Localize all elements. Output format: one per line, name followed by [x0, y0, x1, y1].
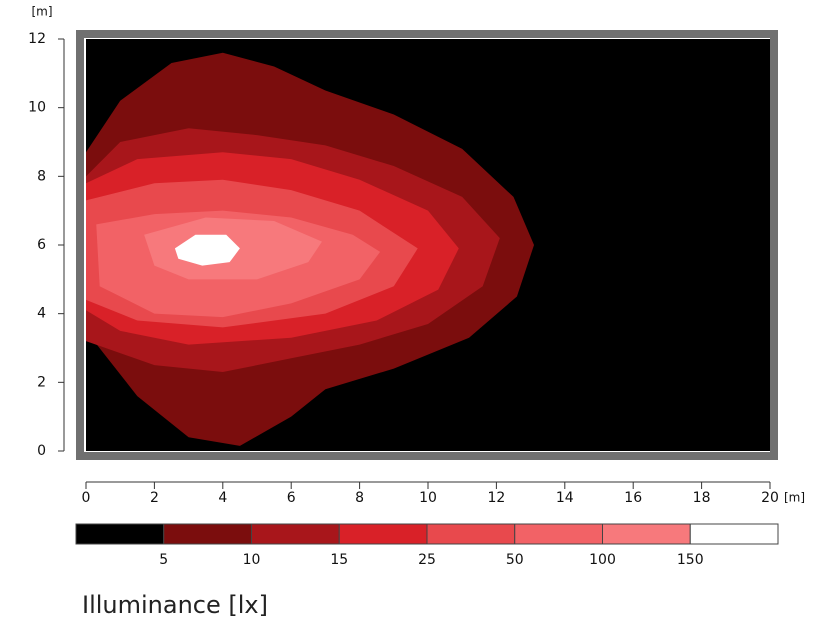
legend-swatch — [338, 523, 428, 545]
y-tick-label: 8 — [37, 168, 46, 184]
legend-level-label: 15 — [330, 552, 348, 568]
x-tick-label: 4 — [218, 490, 227, 506]
legend-swatch — [689, 523, 779, 545]
legend-level-label: 5 — [159, 552, 168, 568]
legend-swatch — [163, 523, 252, 545]
legend-level-label: 10 — [243, 552, 261, 568]
x-axis-label: [m] — [784, 491, 805, 505]
legend-swatch — [514, 523, 603, 545]
x-tick-label: 2 — [150, 490, 159, 506]
y-tick-label: 4 — [37, 306, 46, 322]
x-tick-label: 10 — [419, 490, 437, 506]
legend-swatch — [426, 523, 516, 545]
x-tick-label: 12 — [487, 490, 505, 506]
x-tick-label: 0 — [82, 490, 91, 506]
x-tick-label: 16 — [624, 490, 642, 506]
legend-swatch — [602, 523, 691, 545]
y-tick-label: 6 — [37, 237, 46, 253]
legend-swatch — [251, 523, 340, 545]
y-tick-label: 10 — [28, 100, 46, 116]
contour-group — [86, 52, 535, 446]
x-tick-label: 6 — [287, 490, 296, 506]
x-tick-label: 20 — [761, 490, 779, 506]
legend-level-label: 100 — [589, 552, 616, 568]
legend-swatch — [75, 523, 165, 545]
y-tick-label: 12 — [28, 31, 46, 47]
legend-level-label: 150 — [677, 552, 704, 568]
x-tick-label: 14 — [556, 490, 574, 506]
y-axis-label: [m] — [31, 5, 52, 19]
x-tick-label: 8 — [355, 490, 364, 506]
contour-band — [174, 234, 240, 266]
x-tick-label: 18 — [693, 490, 711, 506]
legend-level-label: 50 — [506, 552, 524, 568]
legend-title: Illuminance [lx] — [82, 591, 268, 619]
y-tick-label: 2 — [37, 374, 46, 390]
legend-level-label: 25 — [418, 552, 436, 568]
y-tick-label: 0 — [37, 443, 46, 459]
